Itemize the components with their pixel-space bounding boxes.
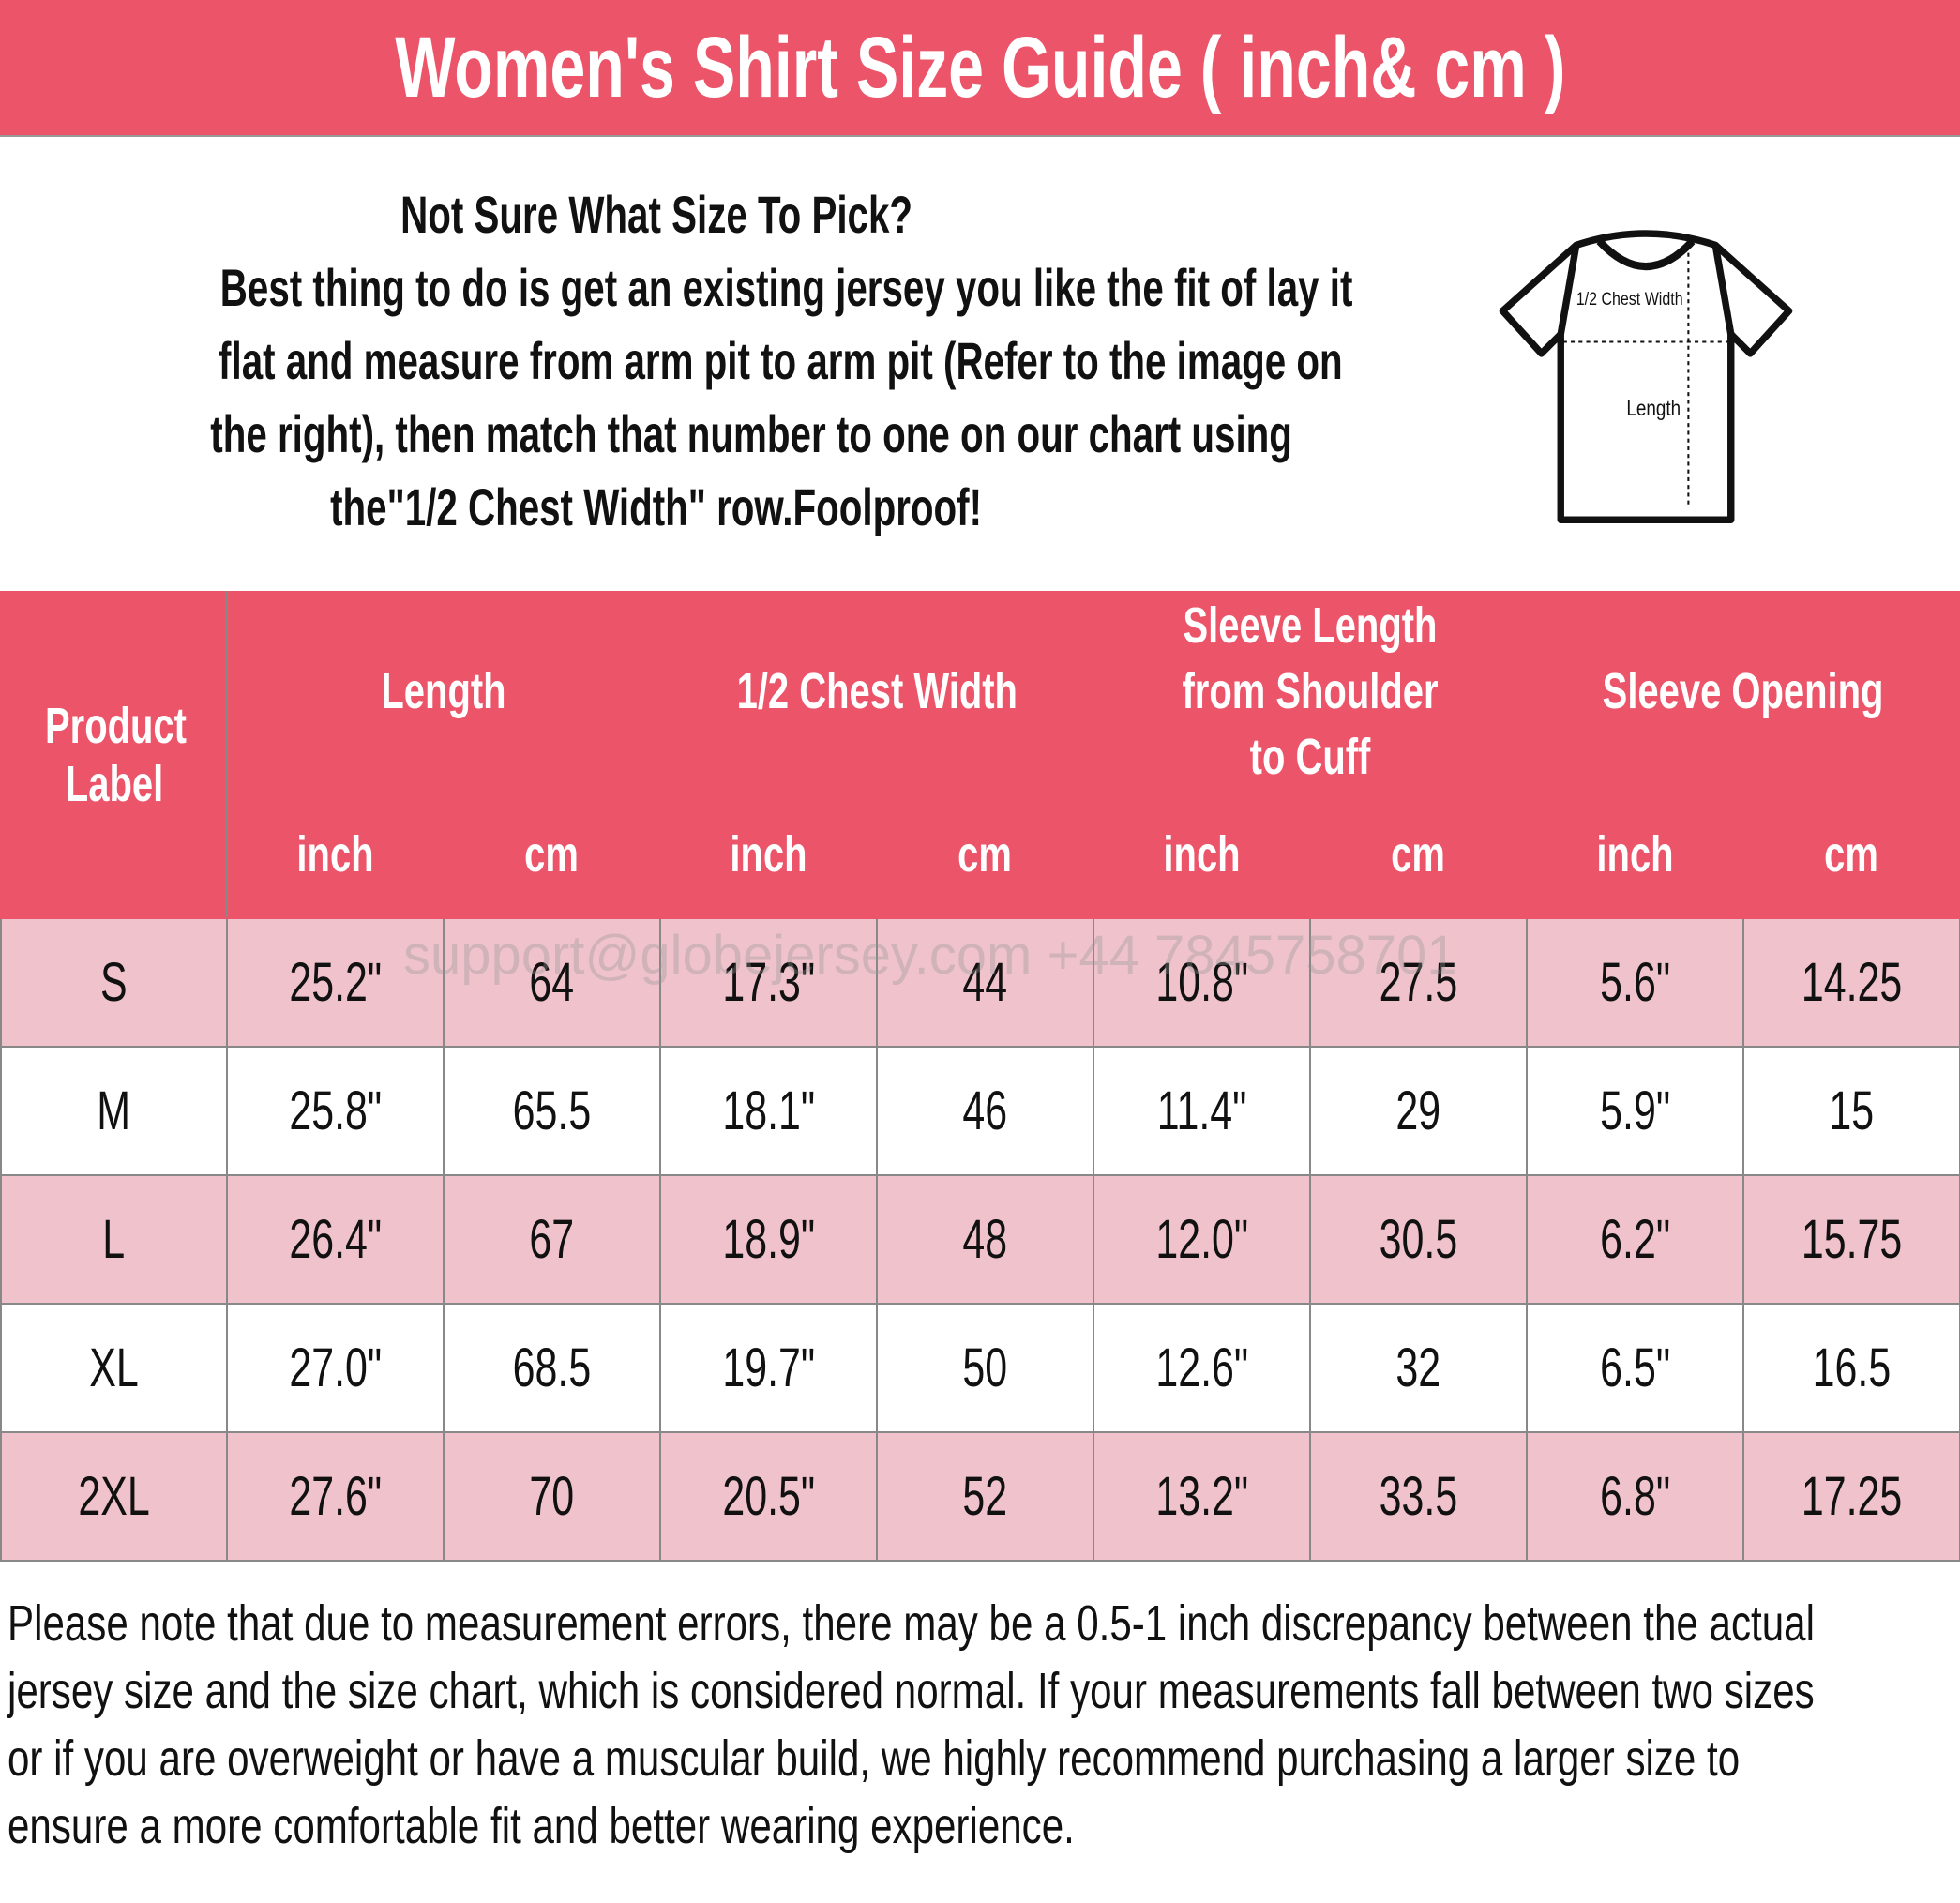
measurement-cell: 46 — [876, 1046, 1094, 1176]
note-line: jersey size and the size chart, which is… — [8, 1663, 1815, 1719]
disclaimer-note: Please note that due to measurement erro… — [8, 1590, 1958, 1860]
header-row: Product Label Length 1/2 Chest Width Sle… — [0, 591, 1960, 919]
measurement-cell: 27.6" — [226, 1431, 445, 1562]
unit-cm: cm — [1309, 790, 1528, 919]
measurement-cell: 26.4" — [226, 1174, 445, 1305]
intro-line: Best thing to do is get an existing jers… — [219, 258, 1353, 317]
note-line: Please note that due to measurement erro… — [8, 1595, 1815, 1652]
chest-width-label: 1/2 Chest Width — [1576, 289, 1683, 310]
measurement-cell: 29 — [1309, 1046, 1528, 1176]
measurement-cell: 15.75 — [1741, 1174, 1960, 1305]
table-row: S 25.2" 64 17.3" 44 10.8" 27.5 5.6" 14.25 — [0, 917, 1960, 1048]
intro-line: the right), then match that number to on… — [210, 404, 1292, 463]
intro-text: Not Sure What Size To Pick? Best thing t… — [0, 178, 1352, 544]
measurement-cell: 16.5 — [1741, 1303, 1960, 1433]
measurement-cell: 67 — [443, 1174, 661, 1305]
unit-row: inch cm inch cm inch cm inch cm — [1, 790, 1960, 919]
size-label-cell: L — [0, 1174, 228, 1305]
measurement-cell: 44 — [876, 917, 1094, 1048]
measurement-cell: 64 — [443, 917, 661, 1048]
length-header: Length — [226, 591, 661, 792]
measurement-cell: 18.9" — [659, 1174, 878, 1305]
size-table: Product Label Length 1/2 Chest Width Sle… — [0, 591, 1960, 1562]
sleeve-length-header: Sleeve Length from Shoulder to Cuff — [1093, 591, 1528, 792]
measurement-cell: 68.5 — [443, 1303, 661, 1433]
size-label-cell: S — [0, 917, 228, 1048]
measurement-cell: 20.5" — [659, 1431, 878, 1562]
measurement-cell: 52 — [876, 1431, 1094, 1562]
measurement-cell: 17.3" — [659, 917, 878, 1048]
measurement-cell: 25.8" — [226, 1046, 445, 1176]
measurement-cell: 27.5 — [1309, 917, 1528, 1048]
note-line: ensure a more comfortable fit and better… — [8, 1798, 1075, 1854]
unit-inch: inch — [659, 790, 878, 919]
measurement-cell: 27.0" — [226, 1303, 445, 1433]
measurement-cell: 6.8" — [1526, 1431, 1744, 1562]
unit-inch: inch — [1526, 790, 1744, 919]
measurement-cell: 70 — [443, 1431, 661, 1562]
measurement-cell: 5.9" — [1526, 1046, 1744, 1176]
measurement-cell: 14.25 — [1741, 917, 1960, 1048]
measurement-cell: 6.5" — [1526, 1303, 1744, 1433]
size-label-cell: 2XL — [0, 1431, 228, 1562]
measurement-cell: 65.5 — [443, 1046, 661, 1176]
intro-line: the"1/2 Chest Width" row.Foolproof! — [330, 477, 983, 536]
unit-cm: cm — [876, 790, 1094, 919]
table-row: XL 27.0" 68.5 19.7" 50 12.6" 32 6.5" 16.5 — [0, 1303, 1960, 1433]
size-label-cell: M — [0, 1046, 228, 1176]
table-row: M 25.8" 65.5 18.1" 46 11.4" 29 5.9" 15 — [0, 1046, 1960, 1176]
measurement-cell: 12.6" — [1093, 1303, 1311, 1433]
measurement-cell: 50 — [876, 1303, 1094, 1433]
unit-inch: inch — [226, 790, 445, 919]
measurement-cell: 18.1" — [659, 1046, 878, 1176]
intro-heading: Not Sure What Size To Pick? — [400, 185, 912, 244]
measurement-cell: 30.5 — [1309, 1174, 1528, 1305]
sleeve-opening-header: Sleeve Opening — [1525, 591, 1960, 792]
measurement-cell: 48 — [876, 1174, 1094, 1305]
measurement-cell: 11.4" — [1093, 1046, 1311, 1176]
product-label-header: Product Label — [0, 591, 228, 919]
measurement-cell: 32 — [1309, 1303, 1528, 1433]
measurement-cell: 25.2" — [226, 917, 445, 1048]
measurement-cell: 5.6" — [1526, 917, 1744, 1048]
intro-line: flat and measure from arm pit to arm pit… — [219, 331, 1343, 390]
measurement-cell: 13.2" — [1093, 1431, 1311, 1562]
measurement-cell: 15 — [1741, 1046, 1960, 1176]
note-line: or if you are overweight or have a muscu… — [8, 1730, 1741, 1787]
measurement-cell: 10.8" — [1093, 917, 1311, 1048]
measurement-cell: 33.5 — [1309, 1431, 1528, 1562]
measurement-cell: 19.7" — [659, 1303, 878, 1433]
unit-cm: cm — [1741, 790, 1960, 919]
unit-cm: cm — [443, 790, 661, 919]
measurement-cell: 17.25 — [1741, 1431, 1960, 1562]
unit-inch: inch — [1093, 790, 1311, 919]
table-row: 2XL 27.6" 70 20.5" 52 13.2" 33.5 6.8" 17.25 — [0, 1431, 1960, 1562]
shirt-diagram-icon: 1/2 Chest Width Length — [1499, 230, 1793, 523]
chest-width-header: 1/2 Chest Width — [659, 591, 1094, 792]
page-title: Women's Shirt Size Guide ( inch& cm ) — [0, 0, 1960, 137]
measurement-cell: 6.2" — [1526, 1174, 1744, 1305]
length-label: Length — [1626, 396, 1681, 420]
measurement-cell: 12.0" — [1093, 1174, 1311, 1305]
size-label-cell: XL — [0, 1303, 228, 1433]
table-row: L 26.4" 67 18.9" 48 12.0" 30.5 6.2" 15.75 — [0, 1174, 1960, 1305]
